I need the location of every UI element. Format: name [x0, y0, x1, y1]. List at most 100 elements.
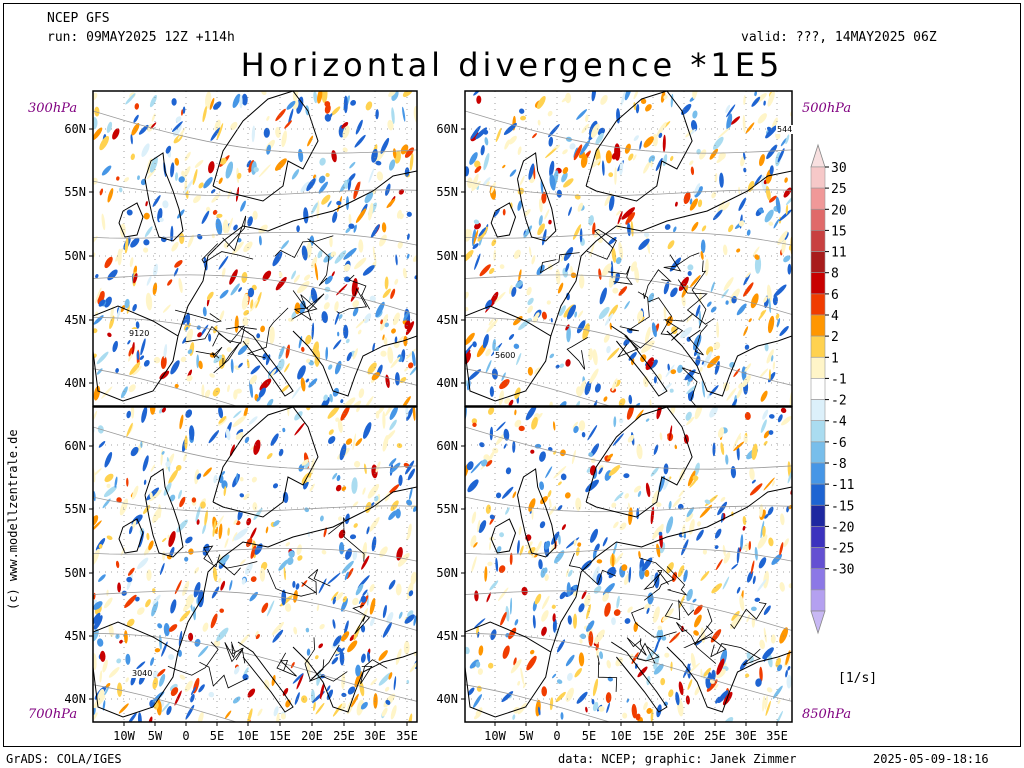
colorbar-swatch — [810, 589, 826, 612]
colorbar-swatch — [810, 166, 826, 189]
lon-label-right: 15E — [642, 729, 664, 743]
lat-label-left-bottom: 55N — [64, 502, 86, 516]
colorbar-label: -15 — [831, 499, 854, 514]
lat-label-right-top: 45N — [436, 313, 458, 327]
lon-label-left: 30E — [364, 729, 386, 743]
colorbar-label: 1 — [831, 351, 839, 366]
lat-label-right-top: 60N — [436, 122, 458, 136]
lat-label-right-bottom: 60N — [436, 439, 458, 453]
colorbar-label: 8 — [831, 267, 839, 282]
lat-label-left-top: 40N — [64, 376, 86, 390]
lat-label-right-top: 55N — [436, 185, 458, 199]
lon-label-left: 25E — [333, 729, 355, 743]
lat-label-right-bottom: 50N — [436, 566, 458, 580]
panel-500hPa — [465, 91, 792, 406]
level-label-850: 850hPa — [802, 707, 852, 722]
lon-label-right: 10E — [610, 729, 632, 743]
colorbar-swatch — [810, 420, 826, 443]
colorbar-label: -25 — [831, 542, 854, 557]
colorbar-swatch — [810, 378, 826, 400]
lon-label-right: 5W — [519, 729, 534, 743]
colorbar-label: -6 — [831, 436, 847, 451]
colorbar-swatch — [810, 526, 826, 548]
colorbar-swatch — [810, 335, 826, 358]
colorbar-swatch — [810, 187, 826, 210]
colorbar-label: -8 — [831, 457, 847, 472]
panel-850hPa — [465, 407, 792, 722]
colorbar-label: 20 — [831, 203, 847, 218]
colorbar-label: 30 — [831, 161, 847, 176]
lat-label-left-top: 60N — [64, 122, 86, 136]
colorbar-label: -4 — [831, 415, 847, 430]
level-label-300: 300hPa — [28, 101, 78, 116]
colorbar-label: -30 — [831, 563, 854, 578]
colorbar-label: 6 — [831, 288, 839, 303]
colorbar-label: -11 — [831, 478, 854, 493]
lon-label-left: 15E — [269, 729, 291, 743]
colorbar-label: 4 — [831, 309, 839, 324]
colorbar-swatch — [810, 293, 826, 316]
colorbar-swatch — [810, 272, 826, 295]
colorbar-swatch — [810, 441, 826, 464]
lat-label-left-bottom: 60N — [64, 439, 86, 453]
lat-label-left-top: 50N — [64, 249, 86, 263]
colorbar-label: 11 — [831, 246, 847, 261]
lat-label-right-top: 50N — [436, 249, 458, 263]
lon-label-right: 30E — [735, 729, 757, 743]
lon-label-left: 0 — [182, 729, 189, 743]
lon-label-left: 10E — [237, 729, 259, 743]
timestamp: 2025-05-09-18:16 — [873, 752, 989, 766]
lat-label-left-bottom: 50N — [64, 566, 86, 580]
figure-frame — [3, 3, 1021, 747]
map-title: Horizontal divergence *1E5 — [240, 46, 784, 84]
colorbar-swatch — [810, 230, 826, 252]
valid-label: valid: ???, 14MAY2025 06Z — [741, 30, 937, 45]
colorbar-label: 15 — [831, 224, 847, 239]
colorbar-swatch — [810, 504, 826, 527]
panel-700hPa — [93, 407, 417, 722]
lat-label-right-bottom: 40N — [436, 692, 458, 706]
colorbar-swatch — [810, 568, 826, 591]
colorbar-top-arrow — [810, 143, 826, 168]
colorbar-swatch — [810, 314, 826, 337]
lon-label-right: 20E — [673, 729, 695, 743]
lon-label-right: 0 — [553, 729, 560, 743]
lat-label-right-bottom: 55N — [436, 502, 458, 516]
lon-label-left: 5E — [210, 729, 224, 743]
level-label-700: 700hPa — [28, 707, 78, 722]
colorbar-swatch — [810, 209, 826, 231]
level-label-500: 500hPa — [802, 101, 852, 116]
colorbar-swatch — [810, 399, 826, 422]
lon-label-left: 20E — [301, 729, 323, 743]
data-credit: data: NCEP; graphic: Janek Zimmer — [558, 752, 797, 766]
colorbar-label: -1 — [831, 372, 847, 387]
lat-label-left-top: 45N — [64, 313, 86, 327]
lon-label-right: 10W — [484, 729, 506, 743]
colorbar-swatch — [810, 483, 826, 506]
colorbar-label: -2 — [831, 394, 847, 409]
colorbar-swatch — [810, 356, 826, 379]
lon-label-right: 25E — [704, 729, 726, 743]
lat-label-right-bottom: 45N — [436, 629, 458, 643]
contour-label-300: 9120 — [129, 329, 149, 338]
colorbar-bottom-arrow — [810, 610, 826, 635]
colorbar-swatch — [810, 251, 826, 274]
colorbar-label: -20 — [831, 520, 854, 535]
lat-label-right-top: 40N — [436, 376, 458, 390]
lon-label-left: 10W — [113, 729, 135, 743]
colorbar-label: 25 — [831, 182, 847, 197]
lat-label-left-top: 55N — [64, 185, 86, 199]
panel-300hPa — [93, 91, 417, 406]
lat-label-left-bottom: 40N — [64, 692, 86, 706]
contour-label-500: 5600 — [495, 351, 515, 360]
colorbar-label: 2 — [831, 330, 839, 345]
run-label: run: 09MAY2025 12Z +114h — [47, 30, 235, 45]
software-credit: GrADS: COLA/IGES — [6, 752, 122, 766]
lon-label-left: 35E — [396, 729, 418, 743]
model-label: NCEP GFS — [47, 11, 110, 26]
lon-label-right: 35E — [766, 729, 788, 743]
colorbar-swatch — [810, 547, 826, 569]
lon-label-left: 5W — [148, 729, 163, 743]
lon-label-right: 5E — [582, 729, 596, 743]
